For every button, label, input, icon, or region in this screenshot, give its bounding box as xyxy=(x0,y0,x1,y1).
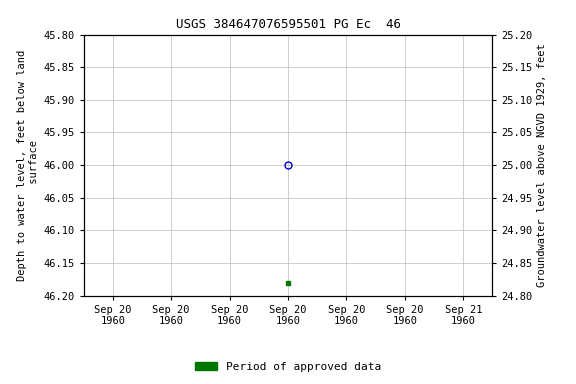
Y-axis label: Depth to water level, feet below land
 surface: Depth to water level, feet below land su… xyxy=(17,50,39,281)
Y-axis label: Groundwater level above NGVD 1929, feet: Groundwater level above NGVD 1929, feet xyxy=(537,43,547,287)
Title: USGS 384647076595501 PG Ec  46: USGS 384647076595501 PG Ec 46 xyxy=(176,18,400,31)
Legend: Period of approved data: Period of approved data xyxy=(191,358,385,377)
